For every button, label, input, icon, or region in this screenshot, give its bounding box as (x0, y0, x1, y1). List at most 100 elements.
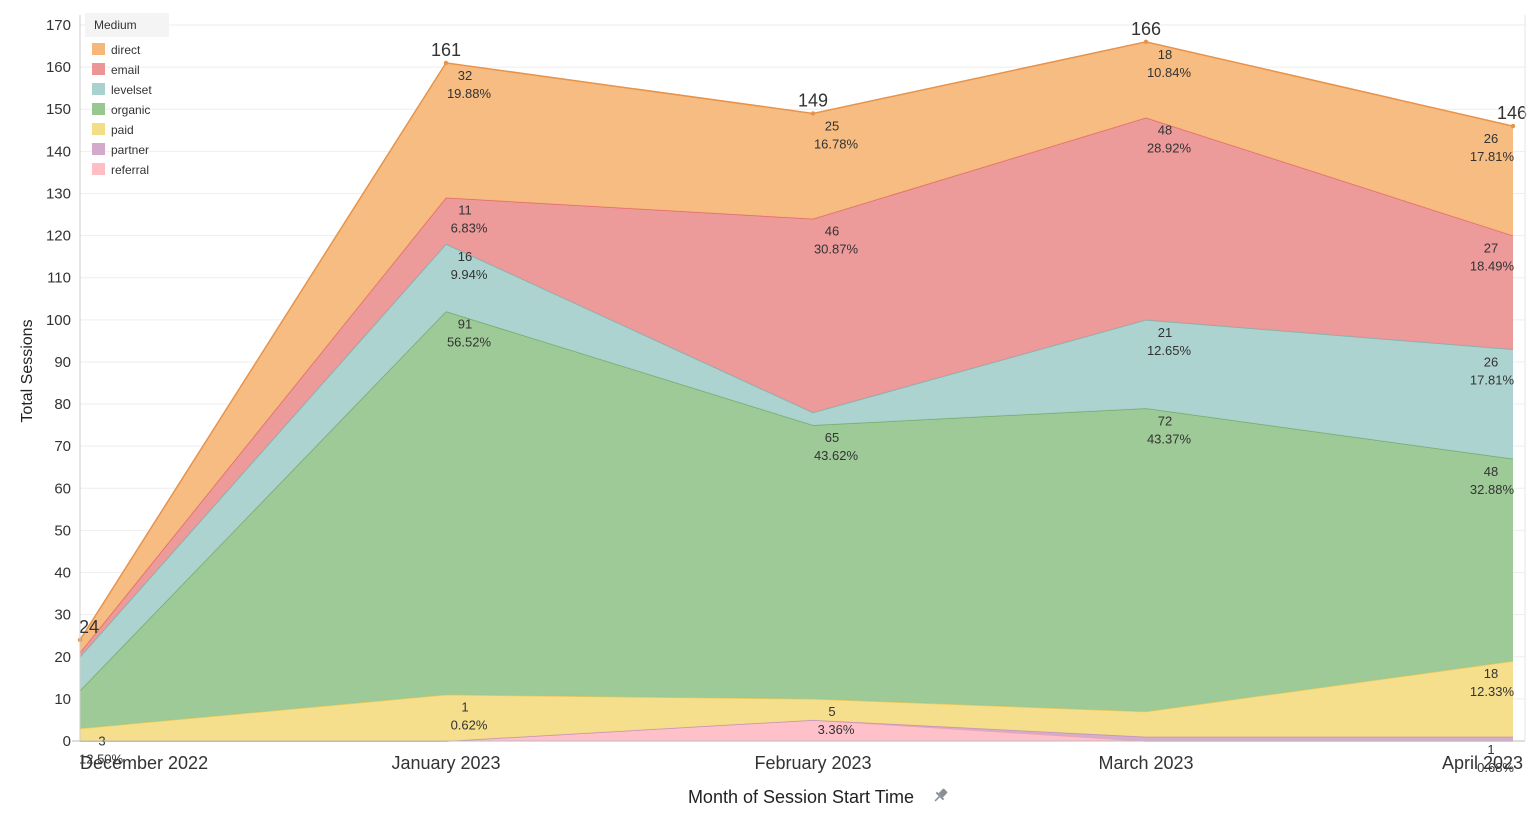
segment-value-label: 48 (1484, 464, 1498, 479)
segment-value-label: 26 (1484, 131, 1498, 146)
y-tick-label: 0 (63, 733, 71, 750)
legend-swatch-levelset (92, 83, 105, 95)
y-tick-label: 10 (54, 691, 71, 708)
area-email (80, 117, 1513, 657)
y-axis-title: Total Sessions (19, 319, 36, 422)
x-tick-label: March 2023 (1098, 753, 1193, 773)
y-tick-label: 120 (46, 228, 71, 245)
segment-value-label: 11 (458, 203, 472, 218)
total-point (443, 60, 449, 66)
segment-pct-label: 43.62% (814, 448, 859, 463)
segment-value-label: 27 (1484, 241, 1498, 256)
segment-pct-label: 17.81% (1470, 372, 1515, 387)
legend-swatch-paid (92, 123, 105, 135)
legend-item-organic: organic (111, 103, 150, 117)
x-tick-label: December 2022 (80, 753, 208, 773)
segment-value-label: 18 (1158, 47, 1172, 62)
total-point (1510, 123, 1516, 129)
legend-item-levelset: levelset (111, 83, 152, 97)
line-organic (79, 310, 1514, 691)
segment-value-label: 5 (828, 704, 835, 719)
total-labels: 24 161 149 166 146 (77, 19, 1527, 643)
total-label: 161 (431, 40, 461, 60)
segment-pct-label: 10.84% (1147, 65, 1192, 80)
segment-value-label: 48 (1158, 123, 1172, 138)
segment-value-label: 91 (458, 316, 472, 331)
total-point (810, 111, 816, 116)
area-series (79, 41, 1514, 742)
legend-swatch-partner (92, 143, 105, 155)
segment-pct-label: 9.94% (451, 267, 488, 282)
area-paid (80, 660, 1513, 741)
area-organic (80, 311, 1513, 729)
pin-icon[interactable] (932, 787, 950, 805)
legend-swatch-referral (92, 163, 105, 175)
segment-value-label: 18 (1484, 666, 1498, 681)
segment-value-label: 26 (1484, 354, 1498, 369)
legend-swatch-organic (92, 103, 105, 115)
total-label: 166 (1131, 19, 1161, 39)
segment-pct-label: 6.83% (451, 221, 488, 236)
area-partner (80, 719, 1513, 741)
area-levelset (80, 244, 1513, 691)
segment-pct-label: 56.52% (447, 334, 492, 349)
y-tick-label: 160 (46, 59, 71, 76)
segment-pct-label: 32.88% (1470, 482, 1515, 497)
legend-swatch-direct (92, 43, 105, 55)
segment-pct-label: 18.49% (1470, 259, 1515, 274)
area-referral (80, 719, 1513, 741)
y-tick-label: 40 (54, 565, 71, 582)
y-tick-label: 60 (54, 480, 71, 497)
segment-value-label: 16 (458, 249, 472, 264)
y-tick-label: 90 (54, 354, 71, 371)
segment-pct-label: 0.62% (451, 718, 488, 733)
y-tick-label: 110 (47, 270, 71, 287)
legend-item-partner: partner (111, 143, 149, 157)
y-tick-label: 20 (54, 649, 71, 666)
area-direct (80, 41, 1513, 653)
segment-value-label: 46 (825, 224, 839, 239)
segment-value-label: 32 (458, 68, 472, 83)
segment-value-label: 72 (1158, 413, 1172, 428)
legend-item-paid: paid (111, 123, 134, 137)
y-tick-label: 80 (54, 396, 71, 413)
legend-header-bg (85, 13, 169, 37)
total-label: 24 (79, 617, 99, 637)
total-label: 146 (1497, 103, 1527, 123)
y-tick-label: 30 (54, 607, 71, 624)
legend-item-direct: direct (111, 43, 141, 57)
segment-value-label: 1 (461, 700, 468, 715)
segment-pct-label: 16.78% (814, 136, 859, 151)
legend-swatch-email (92, 63, 105, 75)
segment-pct-label: 12.33% (1470, 684, 1515, 699)
segment-value-label: 21 (1158, 325, 1172, 340)
legend-item-email: email (111, 63, 140, 77)
legend-title: Medium (94, 18, 137, 32)
x-tick-label: January 2023 (391, 753, 500, 773)
segment-pct-label: 12.50% (79, 751, 124, 766)
y-tick-label: 50 (54, 522, 71, 539)
segment-pct-label: 0.68% (1477, 760, 1514, 775)
y-tick-label: 70 (54, 438, 71, 455)
segment-pct-label: 30.87% (814, 242, 859, 257)
total-point (1143, 39, 1149, 45)
y-tick-label: 100 (46, 312, 71, 329)
x-tick-label: April 2023 (1442, 753, 1523, 773)
segment-value-label: 1 (1487, 742, 1494, 757)
y-tick-label: 130 (46, 185, 71, 202)
total-label: 149 (798, 90, 828, 110)
segment-pct-label: 12.65% (1147, 343, 1192, 358)
segment-pct-label: 43.37% (1147, 431, 1192, 446)
y-tick-label: 150 (46, 101, 71, 118)
legend-item-referral: referral (111, 163, 149, 177)
segment-pct-label: 19.88% (447, 86, 492, 101)
segment-pct-label: 17.81% (1470, 149, 1515, 164)
y-tick-label: 140 (46, 143, 71, 160)
segment-pct-label: 3.36% (818, 722, 855, 737)
x-axis-title: Month of Session Start Time (688, 787, 914, 807)
segment-value-label: 65 (825, 430, 839, 445)
y-tick-label: 170 (46, 17, 71, 34)
